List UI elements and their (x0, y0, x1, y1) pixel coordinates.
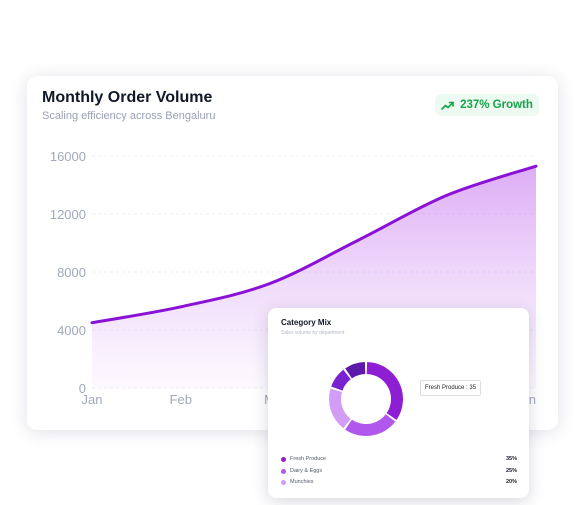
data-point (445, 193, 449, 197)
y-tick-label: 0 (79, 381, 86, 396)
data-point (356, 238, 360, 242)
category-donut-chart (329, 362, 403, 436)
legend-item: Dairy & Eggs 25% (281, 467, 517, 477)
legend-label: Fresh Produce (290, 456, 327, 462)
series-line (90, 164, 538, 325)
x-tick-label: Jan (82, 392, 103, 407)
chart-title: Monthly Order Volume (42, 89, 213, 106)
legend-percent: 25% (505, 467, 517, 474)
donut-slice[interactable] (345, 414, 396, 436)
growth-badge-label: 237% Growth (460, 99, 533, 111)
legend-color-dot (281, 480, 286, 485)
data-point (534, 164, 538, 168)
legend-item: Fresh Produce 35% (281, 455, 517, 465)
chart-subtitle: Scaling efficiency across Bengaluru (42, 110, 216, 122)
legend-color-dot (281, 468, 286, 474)
legend-item: Munchies 20% (281, 478, 517, 488)
donut-slice[interactable] (366, 362, 403, 420)
x-tick-label: Feb (170, 392, 192, 407)
category-mix-card: Category Mix Sales volume by department … (268, 308, 529, 498)
donut-slice[interactable] (331, 369, 351, 391)
legend-color-dot (281, 457, 286, 462)
trending-up-icon (441, 101, 454, 110)
legend-label: Dairy & Eggs (290, 467, 323, 474)
category-mix-title: Category Mix (281, 318, 332, 327)
donut-slice[interactable] (345, 362, 366, 379)
data-point (268, 282, 272, 286)
y-tick-label: 12000 (50, 207, 86, 222)
y-tick-label: 16000 (50, 149, 86, 164)
growth-badge: 237% Growth (435, 94, 539, 116)
legend-percent: 35% (505, 456, 517, 462)
data-point (179, 305, 183, 309)
data-point (90, 321, 94, 325)
donut-slice[interactable] (329, 388, 351, 429)
chart-tooltip: Fresh Produce : 35 (420, 380, 482, 396)
y-tick-label: 4000 (57, 323, 86, 338)
legend-label: Munchies (290, 479, 314, 485)
category-mix-subtitle: Sales volume by department (281, 330, 345, 336)
y-tick-label: 8000 (57, 265, 86, 280)
legend-percent: 20% (505, 479, 517, 485)
